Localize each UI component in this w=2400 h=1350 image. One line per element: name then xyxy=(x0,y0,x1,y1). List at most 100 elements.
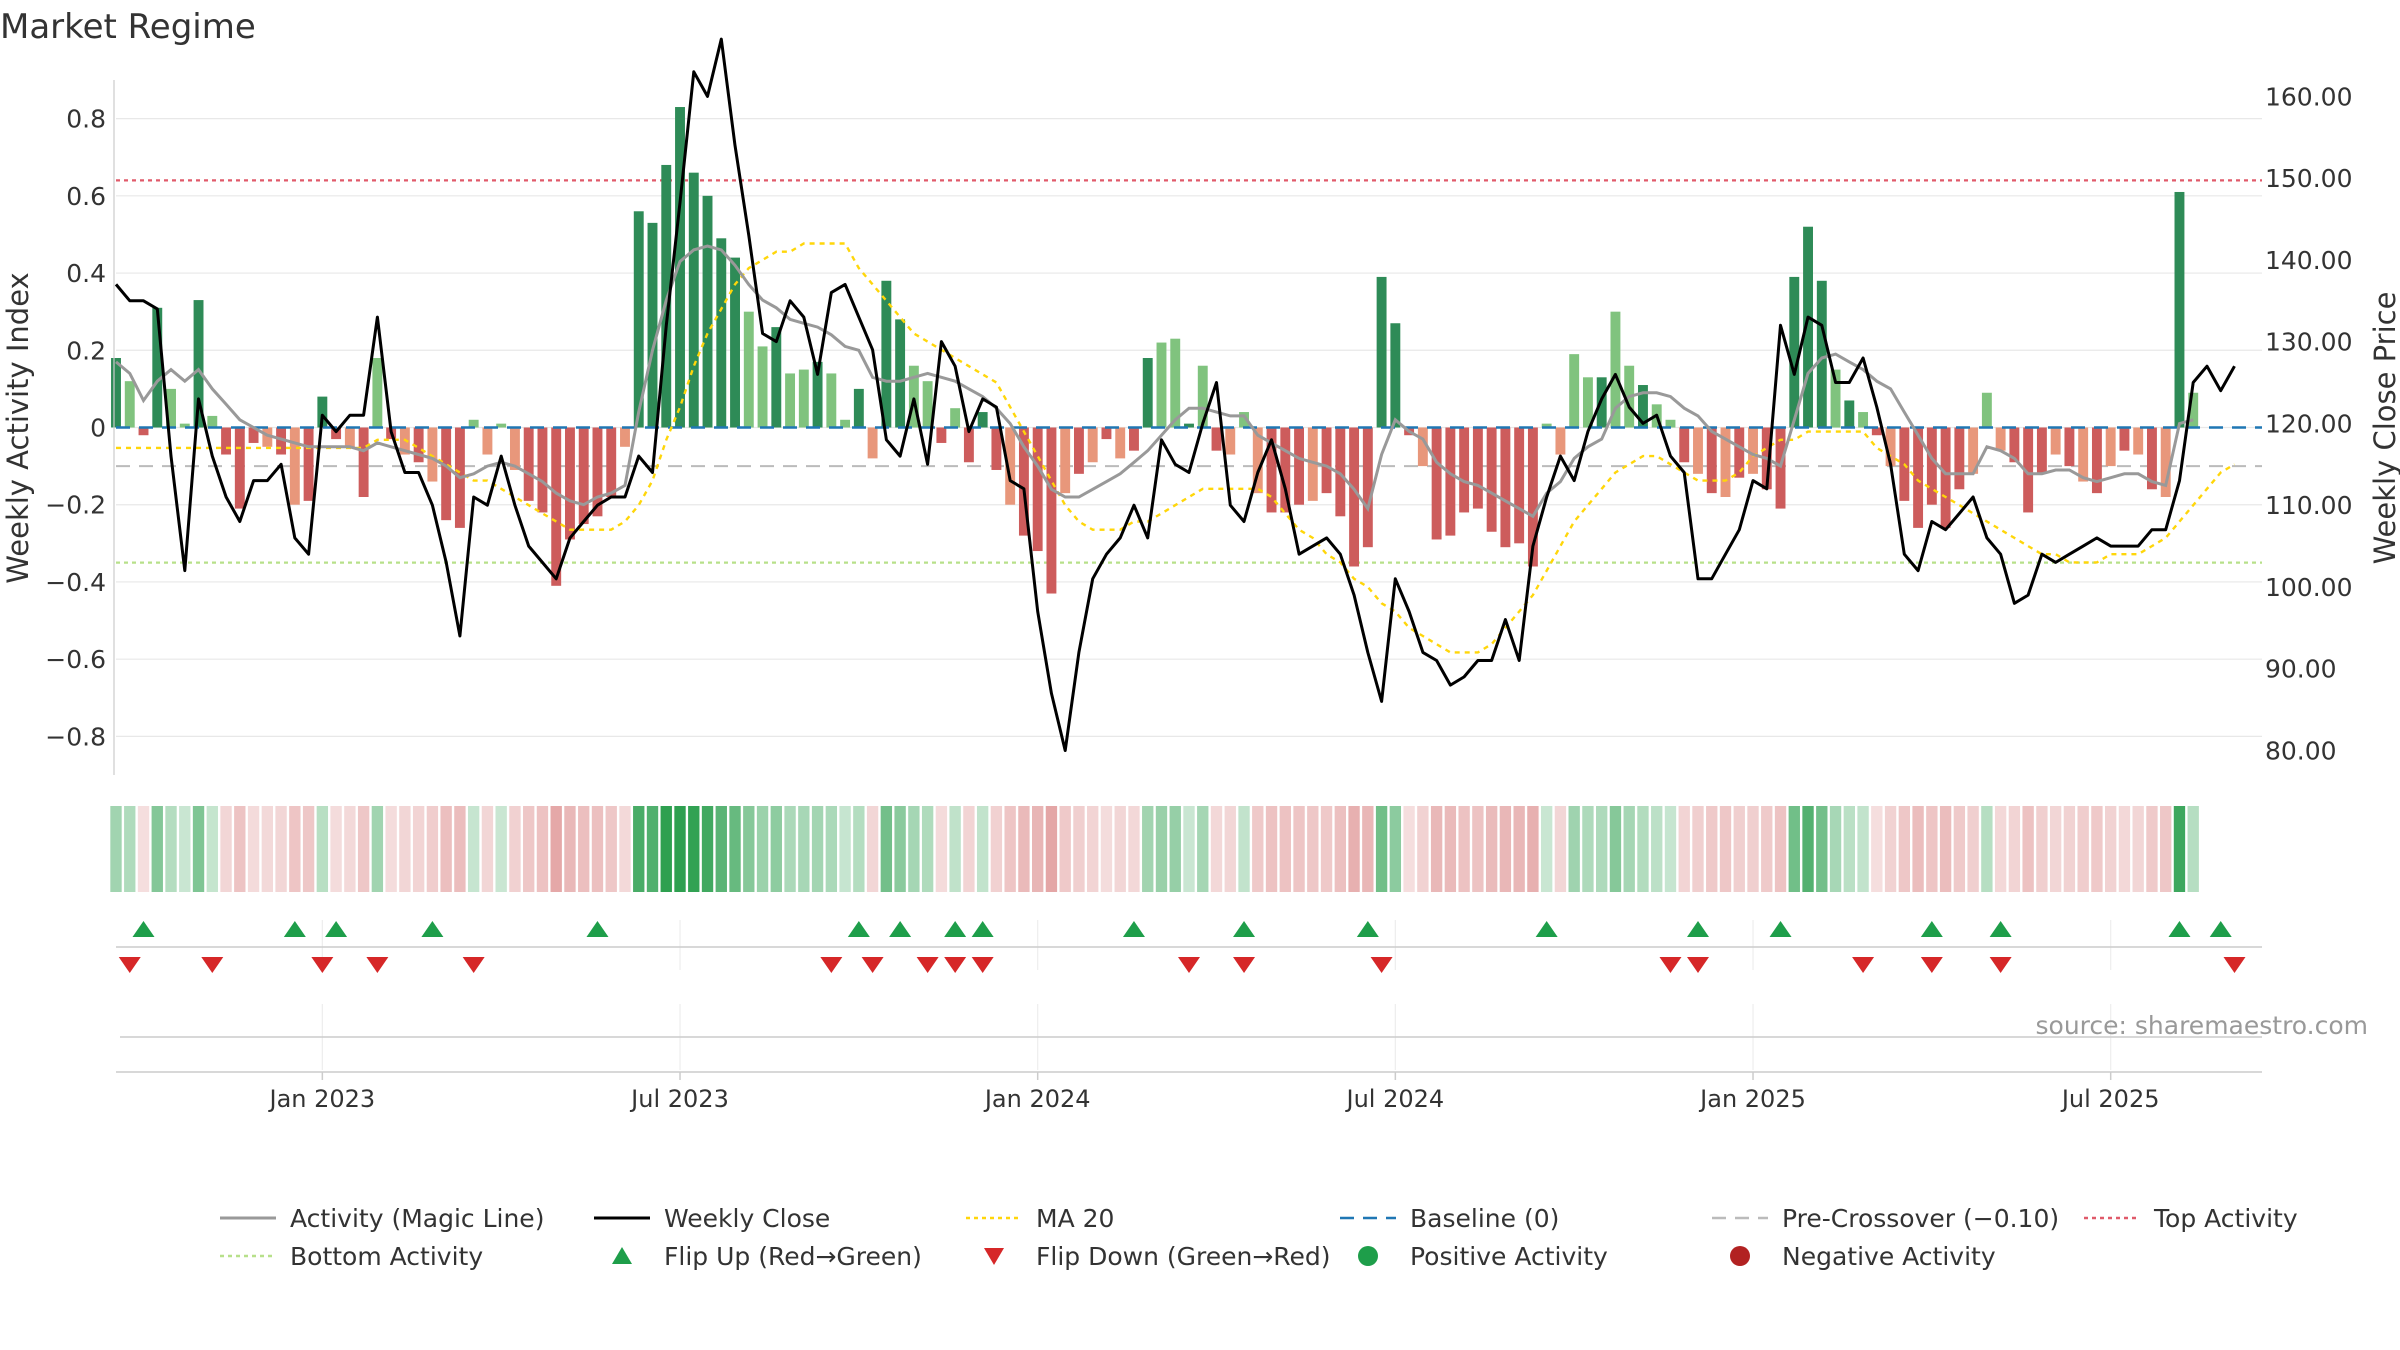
legend-item: Bottom Activity xyxy=(220,1242,483,1271)
activity-bar xyxy=(193,300,204,428)
activity-bar xyxy=(427,427,438,482)
heat-strip-cell xyxy=(853,806,865,892)
activity-bar xyxy=(1555,427,1566,455)
flip-up-marker xyxy=(1989,921,2012,937)
activity-bar xyxy=(1693,427,1703,474)
activity-bar xyxy=(1720,427,1731,497)
legend-swatch-dot xyxy=(1358,1246,1378,1266)
activity-bar xyxy=(248,427,259,443)
flip-up-marker xyxy=(1686,921,1709,937)
activity-bar xyxy=(1032,427,1043,552)
heat-strip-cell xyxy=(1637,806,1649,892)
heat-strip-cell xyxy=(454,806,466,892)
activity-bar xyxy=(1940,427,1951,528)
heat-strip-cell xyxy=(646,806,659,892)
heat-strip-cell xyxy=(1678,806,1690,892)
activity-bar xyxy=(1211,427,1222,451)
activity-bar xyxy=(1280,427,1291,513)
heat-strip-cell xyxy=(1169,806,1181,892)
activity-bar xyxy=(1830,369,1841,428)
activity-bar xyxy=(1459,427,1470,513)
y-left-tick-label: 0.8 xyxy=(66,105,106,134)
heat-strip-cell xyxy=(289,806,301,892)
activity-bar xyxy=(1184,423,1194,428)
flip-up-marker xyxy=(283,921,306,937)
heat-strip-cell xyxy=(591,806,604,892)
heat-strip-cell xyxy=(247,806,260,892)
flip-down-marker xyxy=(861,957,884,973)
heat-strip-cell xyxy=(1706,806,1718,892)
flip-up-marker xyxy=(421,921,444,937)
activity-bar xyxy=(2119,427,2130,451)
heat-strip-cell xyxy=(619,806,631,892)
activity-bar xyxy=(1129,427,1139,451)
y-axis-left-label: Weekly Activity Index xyxy=(1,272,35,583)
heat-strip-cell xyxy=(908,806,920,892)
heat-strip-cell xyxy=(1651,806,1663,892)
heat-strip-cell xyxy=(1692,806,1704,892)
legend-label: Baseline (0) xyxy=(1410,1204,1559,1233)
activity-bar xyxy=(1087,427,1098,463)
heat-strip-cell xyxy=(1816,806,1828,892)
heat-strip-cell xyxy=(2160,806,2172,892)
heat-strip-cell xyxy=(1087,806,1099,892)
heat-strip-cell xyxy=(1183,806,1195,892)
activity-bar xyxy=(1734,427,1745,478)
heat-strip-cell xyxy=(426,806,439,892)
activity-bar xyxy=(221,427,232,455)
heat-strip-cell xyxy=(770,806,782,892)
activity-bar xyxy=(743,311,754,428)
activity-bar xyxy=(1445,427,1456,536)
heat-strip-cell xyxy=(949,806,961,892)
flip-up-marker xyxy=(1920,921,1943,937)
heat-strip-cell xyxy=(1155,806,1168,892)
heat-strip-cell xyxy=(1499,806,1512,892)
flip-down-marker xyxy=(462,957,485,973)
activity-bar xyxy=(1514,427,1525,544)
heat-strip-cell xyxy=(1485,806,1498,892)
activity-bar xyxy=(1252,427,1263,494)
heat-strip-cell xyxy=(550,806,562,892)
heat-strip-cell xyxy=(467,806,480,892)
activity-bar xyxy=(2091,427,2102,494)
activity-bar xyxy=(1486,427,1497,532)
activity-bar xyxy=(482,427,493,455)
activity-bar xyxy=(1858,412,1869,428)
legend-item: Top Activity xyxy=(2084,1204,2298,1233)
heat-strip-cell xyxy=(1348,806,1360,892)
activity-bar xyxy=(977,412,988,428)
activity-bar xyxy=(1665,419,1676,428)
flip-down-marker xyxy=(366,957,389,973)
flip-up-marker xyxy=(586,921,609,937)
activity-bar xyxy=(1142,358,1153,428)
weekly-close-line xyxy=(114,37,2236,752)
legend-item: Negative Activity xyxy=(1730,1242,1996,1271)
activity-bar xyxy=(1981,392,1992,428)
activity-bar xyxy=(963,427,974,463)
heat-strip-cell xyxy=(1417,806,1429,892)
heat-strip-cell xyxy=(605,806,617,892)
series-lines xyxy=(114,37,2262,752)
y-right-tick-label: 110.00 xyxy=(2265,491,2352,520)
y-right-tick-label: 130.00 xyxy=(2265,328,2352,357)
activity-bar xyxy=(1541,423,1552,428)
legend-label: Top Activity xyxy=(2153,1204,2298,1233)
heat-strip-cell xyxy=(1279,806,1291,892)
activity-bar xyxy=(922,381,933,428)
heat-strip-cell xyxy=(1733,806,1745,892)
legend-item: Weekly Close xyxy=(594,1204,830,1233)
y-right-tick-label: 90.00 xyxy=(2265,655,2337,684)
legend-item: Flip Up (Red→Green) xyxy=(612,1242,922,1271)
activity-bar xyxy=(1968,427,1979,474)
flip-down-marker xyxy=(2223,957,2246,973)
legend-label: Pre-Crossover (−0.10) xyxy=(1782,1204,2059,1233)
activity-bar xyxy=(1417,427,1428,467)
heat-strip-cell xyxy=(756,806,769,892)
legend-label: Negative Activity xyxy=(1782,1242,1996,1271)
flip-down-marker xyxy=(971,957,994,973)
heat-strip-cell xyxy=(1582,806,1594,892)
activity-bar xyxy=(496,423,507,428)
activity-bar xyxy=(2009,427,2020,463)
activity-bar xyxy=(702,195,713,428)
